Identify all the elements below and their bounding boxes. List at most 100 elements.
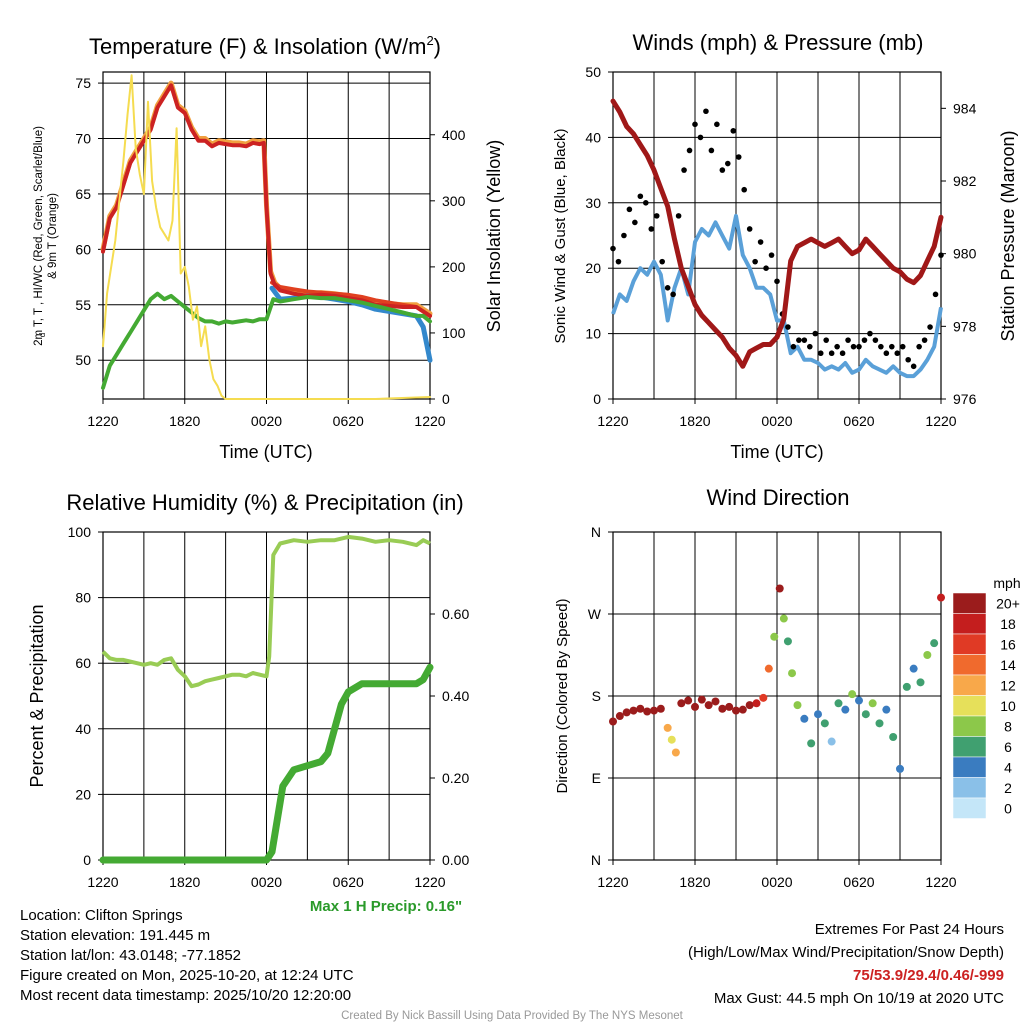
legend-swatch bbox=[952, 695, 987, 717]
y-tick-label-right: 984 bbox=[953, 100, 977, 116]
direction-point bbox=[718, 704, 727, 713]
direction-point bbox=[738, 705, 747, 714]
series-line bbox=[101, 291, 432, 390]
gust-point bbox=[807, 343, 813, 350]
legend-label: 4 bbox=[1004, 759, 1012, 775]
gust-point bbox=[834, 343, 840, 350]
legend-label: 8 bbox=[1004, 718, 1012, 734]
y-tick-label: 60 bbox=[75, 241, 91, 257]
legend-swatch bbox=[952, 797, 987, 819]
direction-point bbox=[609, 717, 617, 726]
gust-point bbox=[828, 350, 835, 357]
speed-legend: 20+ 18 16 14 12 10 8 6 4 2 0 bbox=[952, 592, 1020, 819]
legend-swatch bbox=[952, 674, 987, 696]
direction-point bbox=[937, 593, 945, 602]
direction-point bbox=[650, 706, 658, 715]
y-tick-label: E bbox=[592, 770, 601, 786]
y-tick-label: 100 bbox=[68, 524, 92, 540]
y-tick-label: 50 bbox=[75, 352, 91, 368]
direction-point bbox=[896, 764, 904, 773]
direction-point bbox=[807, 739, 816, 748]
wind-direction-title: Wind Direction bbox=[706, 485, 849, 510]
series-line bbox=[101, 83, 432, 318]
gust-point bbox=[632, 219, 638, 226]
x-tick-label: 1220 bbox=[597, 413, 628, 429]
gust-point bbox=[867, 330, 873, 337]
direction-point bbox=[814, 710, 822, 719]
gust-point bbox=[883, 350, 890, 357]
y-tick-label: 20 bbox=[75, 786, 91, 802]
legend-swatch bbox=[952, 654, 987, 676]
gust-point bbox=[719, 167, 726, 173]
direction-point bbox=[909, 664, 918, 673]
direction-point bbox=[667, 735, 676, 744]
gust-point bbox=[681, 167, 687, 173]
y-tick-label: W bbox=[588, 606, 602, 622]
direction-point bbox=[732, 706, 740, 715]
legend-swatch bbox=[952, 633, 987, 655]
y-tick-label-right: 400 bbox=[442, 127, 466, 143]
recent-data-line: Most recent data timestamp: 2025/10/20 1… bbox=[20, 987, 352, 1004]
direction-point bbox=[875, 719, 884, 728]
legend-label: 0 bbox=[1004, 800, 1012, 816]
gust-point bbox=[610, 245, 616, 252]
y-tick-label: 0 bbox=[593, 391, 601, 407]
gust-point bbox=[899, 343, 906, 350]
pressure-line bbox=[610, 98, 944, 369]
x-tick-label: 1820 bbox=[169, 874, 200, 890]
x-tick-label: 1820 bbox=[679, 874, 710, 890]
direction-point bbox=[889, 733, 898, 741]
y-tick-label: 80 bbox=[75, 590, 91, 606]
direction-point bbox=[643, 707, 652, 716]
gust-point bbox=[790, 343, 797, 350]
x-tick-label: 0020 bbox=[761, 413, 792, 429]
y-tick-label: 10 bbox=[585, 326, 601, 342]
gust-point bbox=[664, 285, 671, 291]
gust-point bbox=[796, 337, 802, 343]
y-tick-label-right: 982 bbox=[953, 173, 977, 189]
gust-point bbox=[845, 337, 851, 343]
rh-line bbox=[101, 534, 431, 689]
legend-label: 10 bbox=[1000, 698, 1016, 714]
winds-title: Winds (mph) & Pressure (mb) bbox=[633, 30, 924, 55]
winds-ylabel: Sonic Wind & Gust (Blue, Black) bbox=[552, 128, 569, 343]
gust-point bbox=[856, 343, 862, 350]
gust-point bbox=[741, 186, 747, 193]
direction-point bbox=[764, 664, 773, 673]
y-tick-label: N bbox=[591, 852, 601, 868]
legend-swatch bbox=[952, 613, 987, 635]
gust-point bbox=[817, 350, 824, 357]
precip-annotation: Max 1 H Precip: 0.16" bbox=[310, 898, 462, 915]
temperature-ylabel-sub: d bbox=[38, 333, 47, 337]
gust-point bbox=[653, 213, 660, 219]
direction-point bbox=[882, 705, 891, 714]
direction-point bbox=[752, 699, 761, 708]
temperature-ylabel: 2m T, T , HI/WC (Red, Green, Scarlet/Blu… bbox=[33, 126, 45, 346]
gust-point bbox=[703, 108, 709, 115]
speed-legend-title: mph bbox=[993, 575, 1020, 591]
direction-point bbox=[855, 696, 863, 705]
gust-point bbox=[850, 343, 857, 350]
winds-xlabel: Time (UTC) bbox=[730, 442, 823, 462]
extremes-subtitle: (High/Low/Max Wind/Precipitation/Snow De… bbox=[688, 944, 1004, 961]
legend-swatch bbox=[952, 756, 987, 778]
x-tick-label: 0620 bbox=[843, 874, 874, 890]
y-tick-label: 60 bbox=[75, 655, 91, 671]
gust-point bbox=[757, 239, 764, 245]
gust-point bbox=[916, 343, 922, 350]
y-tick-label-right: 200 bbox=[442, 259, 466, 275]
gust-point bbox=[621, 232, 627, 239]
y-tick-label-right: 0.60 bbox=[442, 606, 469, 622]
created-line: Figure created on Mon, 2025-10-20, at 12… bbox=[20, 967, 354, 984]
humidity-ylabel: Percent & Precipitation bbox=[27, 604, 47, 787]
station-info: Location: Clifton Springs Station elevat… bbox=[20, 906, 354, 1006]
gust-point bbox=[921, 337, 928, 343]
y-tick-label-right: 100 bbox=[442, 325, 466, 341]
gust-point bbox=[697, 134, 704, 141]
direction-point bbox=[684, 696, 693, 705]
direction-point bbox=[861, 710, 870, 719]
direction-point bbox=[841, 705, 850, 714]
y-tick-label: 40 bbox=[75, 721, 91, 737]
gust-point bbox=[889, 343, 895, 350]
gust-point bbox=[752, 258, 758, 265]
